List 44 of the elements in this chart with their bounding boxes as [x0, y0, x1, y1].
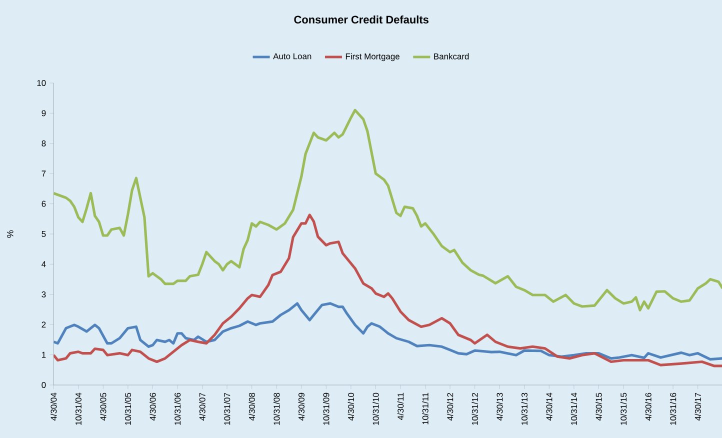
x-tick-label: 10/31/04 [75, 392, 82, 425]
x-tick-label: 10/31/09 [323, 392, 330, 425]
y-tick-label: 5 [42, 231, 46, 237]
x-tick-label: 4/30/12 [446, 392, 454, 421]
x-tick-label: 4/30/13 [496, 392, 503, 421]
x-tick-label: 10/31/06 [174, 392, 181, 425]
x-tick-label: 4/30/08 [248, 392, 255, 421]
x-tick-label: 4/30/04 [50, 392, 57, 421]
x-tick-label: 10/31/08 [273, 392, 280, 425]
x-tick-label: 4/30/09 [298, 392, 304, 421]
x-tick-label: 4/30/05 [100, 392, 106, 421]
x-tick-label: 4/30/15 [596, 392, 602, 421]
x-tick-label: 10/31/13 [521, 392, 528, 425]
x-tick-label: 10/31/11 [422, 392, 428, 424]
y-tick-label: 0 [42, 382, 46, 388]
y-tick-label: 8 [42, 140, 46, 146]
y-tick-label: 6 [42, 200, 46, 207]
chart-title: Consumer Credit Defaults [294, 15, 428, 24]
legend-label: Auto Loan [273, 53, 312, 60]
line-series [54, 302, 722, 361]
x-tick-label: 10/31/07 [224, 392, 230, 425]
x-tick-label: 10/31/05 [124, 392, 132, 425]
x-tick-label: 4/30/07 [199, 392, 206, 421]
x-tick-label: 4/30/10 [348, 392, 354, 421]
x-tick-label: 10/31/14 [570, 392, 578, 425]
x-tick-label: 4/30/16 [645, 392, 652, 421]
y-tick-label: 9 [42, 110, 46, 116]
legend-label: First Mortgage [346, 53, 400, 62]
y-tick-label: 7 [42, 170, 46, 177]
y-tick-label: 10 [37, 80, 46, 86]
y-axis-title: % [7, 230, 14, 238]
x-tick-label: 4/30/14 [546, 392, 552, 421]
x-tick-label: 10/31/16 [670, 392, 676, 425]
y-tick-label: 2 [42, 322, 46, 328]
x-tick-label: 4/30/06 [150, 392, 156, 421]
x-tick-label: 10/31/15 [620, 392, 627, 425]
y-tick-label: 4 [42, 261, 46, 268]
x-tick-label: 4/30/11 [397, 392, 404, 420]
y-tick-label: 3 [42, 291, 46, 298]
y-tick-label: 1 [42, 352, 46, 358]
x-tick-label: 4/30/17 [694, 392, 701, 421]
legend-label: Bankcard [434, 53, 469, 60]
x-tick-label: 10/31/10 [372, 392, 379, 425]
x-tick-label: 10/31/12 [472, 392, 478, 425]
